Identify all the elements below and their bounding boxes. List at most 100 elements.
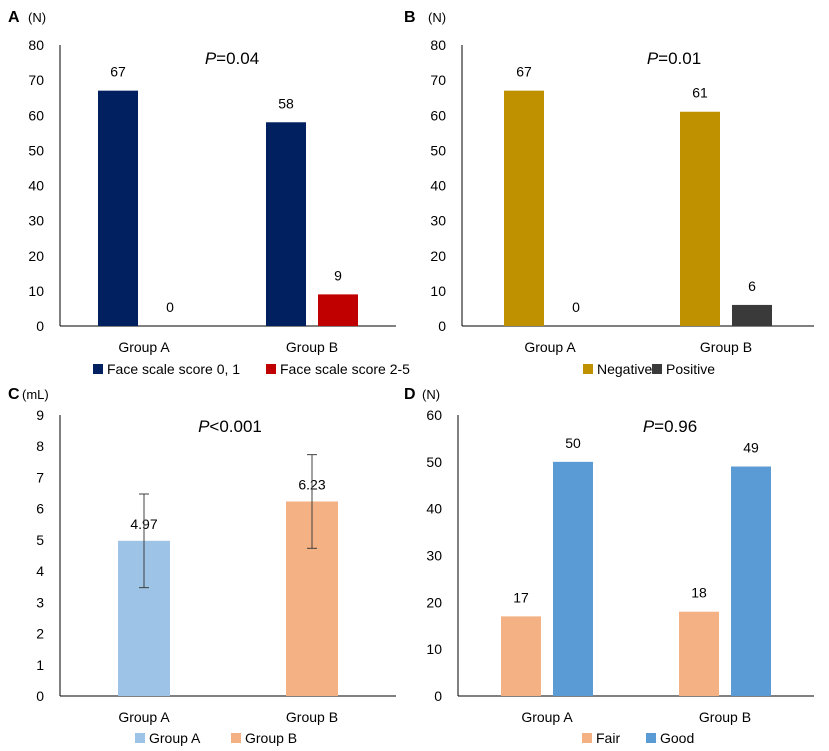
p-value-symbol: P xyxy=(198,417,210,436)
data-label: 18 xyxy=(691,585,707,601)
panel-letter: B xyxy=(404,9,416,26)
legend-swatch xyxy=(231,733,241,743)
y-tick-label: 5 xyxy=(36,532,44,548)
y-tick-label: 10 xyxy=(28,283,44,299)
legend-swatch xyxy=(652,364,662,374)
y-tick-label: 40 xyxy=(430,178,446,194)
data-label: 67 xyxy=(110,64,126,80)
y-tick-label: 0 xyxy=(36,318,44,334)
panel-letter: A xyxy=(8,9,20,26)
y-tick-label: 0 xyxy=(36,688,44,704)
bar-negative xyxy=(680,111,720,326)
category-label: Group B xyxy=(286,339,338,355)
bar-negative xyxy=(504,90,544,326)
p-value-symbol: P xyxy=(205,49,217,68)
y-tick-label: 80 xyxy=(28,37,44,53)
legend-entry: Positive xyxy=(666,361,715,377)
panel-a: A (N) 0 10 20 30 40 50 60 70 80 P=0.04 Group A 67 0 Gro… xyxy=(8,9,410,377)
y-tick-label: 60 xyxy=(426,407,442,423)
legend-swatch xyxy=(583,364,593,374)
p-value-annotation: P=0.01 xyxy=(647,49,701,68)
bar-face-scale-score-0-1 xyxy=(266,122,306,327)
legend-entry: Group A xyxy=(149,730,201,746)
y-tick-label: 8 xyxy=(36,438,44,454)
y-tick-label: 30 xyxy=(430,213,446,229)
y-tick-label: 3 xyxy=(36,594,44,610)
data-label: 49 xyxy=(743,440,759,456)
y-tick-label: 0 xyxy=(434,688,442,704)
y-tick-label: 80 xyxy=(430,37,446,53)
data-label: 9 xyxy=(334,267,342,283)
data-label: 6 xyxy=(748,278,756,294)
p-value-number: =0.96 xyxy=(654,417,697,436)
y-unit-label: (N) xyxy=(428,10,446,25)
bar-face-scale-score-0-1 xyxy=(98,90,138,326)
y-unit-label: (N) xyxy=(28,10,46,25)
p-value-symbol: P xyxy=(647,49,659,68)
legend-entry: Group B xyxy=(245,730,297,746)
y-tick-label: 20 xyxy=(430,248,446,264)
p-value-number: <0.001 xyxy=(209,417,261,436)
bar-fair xyxy=(679,611,719,696)
category-label: Group A xyxy=(524,339,576,355)
legend-entry: Fair xyxy=(596,730,620,746)
panel-b: B (N) 0 10 20 30 40 50 60 70 80 P=0.01 Group A 67 0 Gro… xyxy=(404,9,814,377)
data-label: 0 xyxy=(166,299,174,315)
y-unit-label: (mL) xyxy=(22,387,49,402)
y-tick-label: 50 xyxy=(28,142,44,158)
y-tick-label: 70 xyxy=(28,72,44,88)
legend-entry: Good xyxy=(660,730,694,746)
data-label: 0 xyxy=(572,299,580,315)
y-tick-label: 0 xyxy=(438,318,446,334)
y-tick-label: 2 xyxy=(36,626,44,642)
y-tick-label: 60 xyxy=(430,107,446,123)
legend-swatch xyxy=(135,733,145,743)
y-tick-label: 9 xyxy=(36,407,44,423)
legend-entry: Face scale score 0, 1 xyxy=(107,361,240,377)
y-unit-label: (N) xyxy=(422,387,440,402)
panel-d: D (N) 0 10 20 30 40 50 60 P=0.96 Group A 17 50 Group … xyxy=(404,386,814,746)
legend-swatch xyxy=(646,733,656,743)
panel-letter: D xyxy=(404,386,416,403)
data-label: 61 xyxy=(692,85,708,101)
legend-entry: Negative xyxy=(597,361,652,377)
y-tick-label: 40 xyxy=(28,178,44,194)
category-label: Group B xyxy=(699,709,751,725)
category-label: Group B xyxy=(286,709,338,725)
panel-letter: C xyxy=(8,386,20,403)
legend-entry: Face scale score 2-5 xyxy=(280,361,410,377)
y-tick-label: 30 xyxy=(28,213,44,229)
y-tick-label: 10 xyxy=(430,283,446,299)
legend-swatch xyxy=(582,733,592,743)
p-value-number: =0.04 xyxy=(216,49,259,68)
p-value-annotation: P=0.96 xyxy=(643,417,697,436)
y-tick-label: 6 xyxy=(36,501,44,517)
y-tick-label: 60 xyxy=(28,107,44,123)
y-tick-label: 40 xyxy=(426,501,442,517)
y-tick-label: 7 xyxy=(36,469,44,485)
p-value-annotation: P=0.04 xyxy=(205,49,259,68)
y-tick-label: 20 xyxy=(28,248,44,264)
data-label: 58 xyxy=(278,95,294,111)
category-label: Group A xyxy=(521,709,573,725)
y-tick-label: 1 xyxy=(36,657,44,673)
y-tick-label: 50 xyxy=(426,454,442,470)
category-label: Group A xyxy=(118,709,170,725)
y-tick-label: 50 xyxy=(430,142,446,158)
bar-good xyxy=(731,466,771,696)
bar-fair xyxy=(501,616,541,696)
bar-face-scale-score-2-5 xyxy=(318,294,358,326)
bar-good xyxy=(553,461,593,696)
category-label: Group B xyxy=(700,339,752,355)
category-label: Group A xyxy=(118,339,170,355)
data-label: 67 xyxy=(516,64,532,80)
p-value-symbol: P xyxy=(643,417,655,436)
bar-positive xyxy=(732,304,772,326)
data-label: 50 xyxy=(565,435,581,451)
data-label: 17 xyxy=(513,589,529,605)
y-tick-label: 4 xyxy=(36,563,44,579)
y-tick-label: 70 xyxy=(430,72,446,88)
legend-swatch xyxy=(93,364,103,374)
